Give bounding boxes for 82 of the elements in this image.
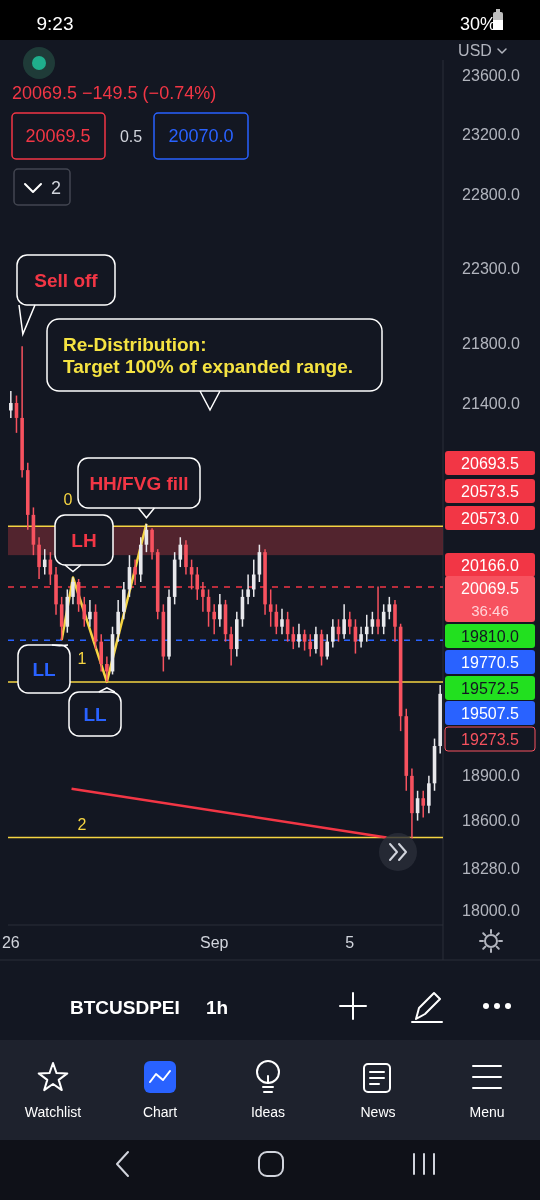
candlestick: [212, 603, 216, 635]
annotation: LH: [71, 529, 97, 551]
candlestick: [421, 790, 426, 819]
candlestick: [364, 614, 369, 643]
text: Chart: [142, 1104, 178, 1120]
text: 19273.5: [461, 730, 520, 748]
annotation: Sell off: [34, 269, 99, 291]
text: 36:46: [471, 602, 509, 620]
text: News: [360, 1104, 396, 1120]
text: Watchlist: [24, 1104, 82, 1120]
text: 20166.0: [461, 556, 520, 574]
annotation: 0.5: [119, 128, 143, 145]
candlestick: [325, 633, 329, 661]
candlestick: [246, 573, 250, 606]
candlestick: [99, 633, 104, 673]
candlestick: [251, 558, 256, 598]
annotation: LL: [83, 703, 107, 725]
candlestick: [280, 608, 284, 635]
candlestick: [308, 633, 313, 658]
candlestick: [201, 581, 205, 613]
candlestick: [427, 775, 431, 814]
candlestick: [347, 611, 352, 635]
annotation: Re-Distribution: Target 100% of expanded range.: [63, 334, 354, 377]
candlestick: [122, 581, 126, 621]
x-tick-label: 5: [345, 934, 355, 951]
text: BTCUSDPEI: [70, 997, 180, 1018]
annotation: 20070.0: [168, 126, 234, 146]
candlestick: [37, 536, 41, 580]
annotation: LL: [32, 658, 56, 680]
y-tick-label: 18000.0: [462, 901, 521, 919]
annotation: 20069.5: [25, 126, 91, 146]
text: 19810.0: [461, 627, 520, 645]
y-tick-label: 21400.0: [462, 394, 521, 412]
y-tick-label: 22300.0: [462, 260, 521, 278]
text: 19507.5: [461, 704, 520, 722]
candlestick: [184, 539, 188, 576]
candlestick: [82, 596, 87, 628]
candlestick: [105, 655, 109, 683]
y-tick-label: 18280.0: [462, 859, 521, 877]
x-tick-label: Sep: [199, 934, 229, 951]
text: 20693.5: [461, 454, 520, 472]
y-tick-label: 23200.0: [462, 126, 521, 144]
text: USD: [458, 42, 492, 59]
candlestick: [218, 593, 222, 628]
candlestick: [393, 599, 397, 643]
candlestick: [297, 622, 301, 649]
candlestick: [359, 625, 363, 649]
candlestick: [314, 625, 318, 655]
annotation: 2: [50, 178, 62, 198]
text: 1h: [206, 997, 229, 1018]
y-tick-label: 22800.0: [462, 185, 521, 203]
candlestick: [150, 527, 154, 561]
y-tick-label: 18900.0: [462, 767, 521, 785]
candlestick: [42, 548, 47, 576]
y-tick-label: 21800.0: [462, 334, 521, 352]
y-tick-label: 23600.0: [462, 66, 521, 84]
annotation: 20069.5 −149.5 (−0.74%): [12, 83, 217, 103]
annotation: 1: [77, 650, 87, 667]
candlestick: [331, 618, 335, 649]
candlestick: [9, 390, 13, 419]
text: 19770.5: [461, 653, 520, 671]
candlestick: [376, 585, 380, 635]
candlestick: [88, 599, 92, 628]
candlestick: [195, 566, 200, 601]
annotation: HH/FVG fill: [89, 472, 189, 494]
candlestick: [342, 603, 346, 640]
text: 9:23: [36, 13, 74, 34]
candlestick: [291, 625, 296, 650]
text: Menu: [469, 1104, 505, 1120]
text: 19572.5: [461, 679, 520, 697]
y-tick-label: 18600.0: [462, 812, 521, 830]
candlestick: [133, 558, 137, 586]
annotation: 2: [77, 816, 87, 833]
text: 20069.5: [461, 579, 520, 597]
text: 20573.0: [461, 509, 520, 527]
text: Ideas: [250, 1104, 286, 1120]
candlestick: [116, 599, 120, 643]
x-tick-label: 26: [1, 934, 20, 951]
candlestick: [71, 576, 75, 606]
text: 20573.5: [461, 482, 520, 500]
candlestick: [229, 625, 233, 667]
annotation: 0: [63, 491, 73, 508]
